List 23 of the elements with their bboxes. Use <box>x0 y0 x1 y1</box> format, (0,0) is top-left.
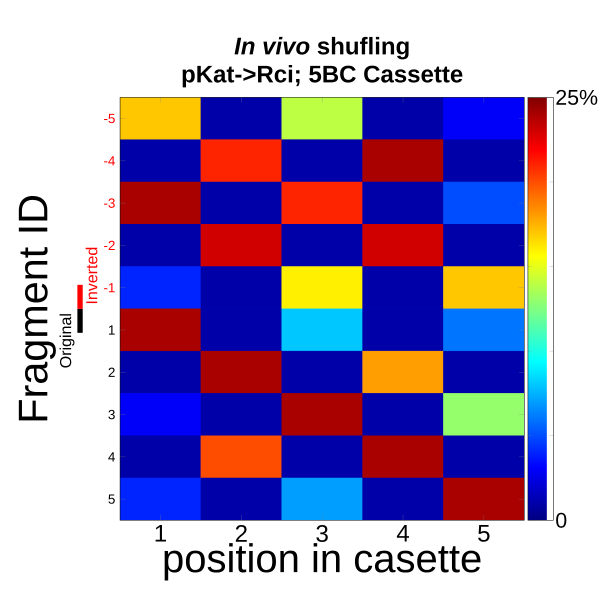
x-tick-label: 2 <box>236 524 247 542</box>
x-tick-label: 4 <box>396 524 409 542</box>
y-tick-label: 4 <box>108 452 115 462</box>
y-tick-label: 3 <box>108 410 115 420</box>
text: Inverted <box>86 248 98 304</box>
x-axis-title: position in casette <box>164 543 481 580</box>
chart-title: In vivo shufling <box>234 36 409 60</box>
y-tick-label: -2 <box>104 240 115 250</box>
y-tick-label: -3 <box>104 198 115 208</box>
y-tick-label: 5 <box>108 494 115 504</box>
color-bar-label: 25% <box>556 90 598 105</box>
y-tick-label: -5 <box>104 114 115 124</box>
y-tick-label: 2 <box>108 368 115 377</box>
y-tick-label: -4 <box>104 156 115 166</box>
text: Original <box>60 314 74 368</box>
y-tick-label: 1 <box>108 325 115 335</box>
x-tick-label: 1 <box>156 524 166 542</box>
x-tick-label: 5 <box>478 524 490 542</box>
color-bar-label: 0 <box>556 512 566 528</box>
chart-subtitle: pKat->Rci; 5BC Cassette <box>182 64 462 88</box>
x-tick-label: 3 <box>316 524 328 542</box>
y-tick-label: -1 <box>104 283 115 292</box>
y-axis-title: Fragment ID <box>18 196 56 420</box>
